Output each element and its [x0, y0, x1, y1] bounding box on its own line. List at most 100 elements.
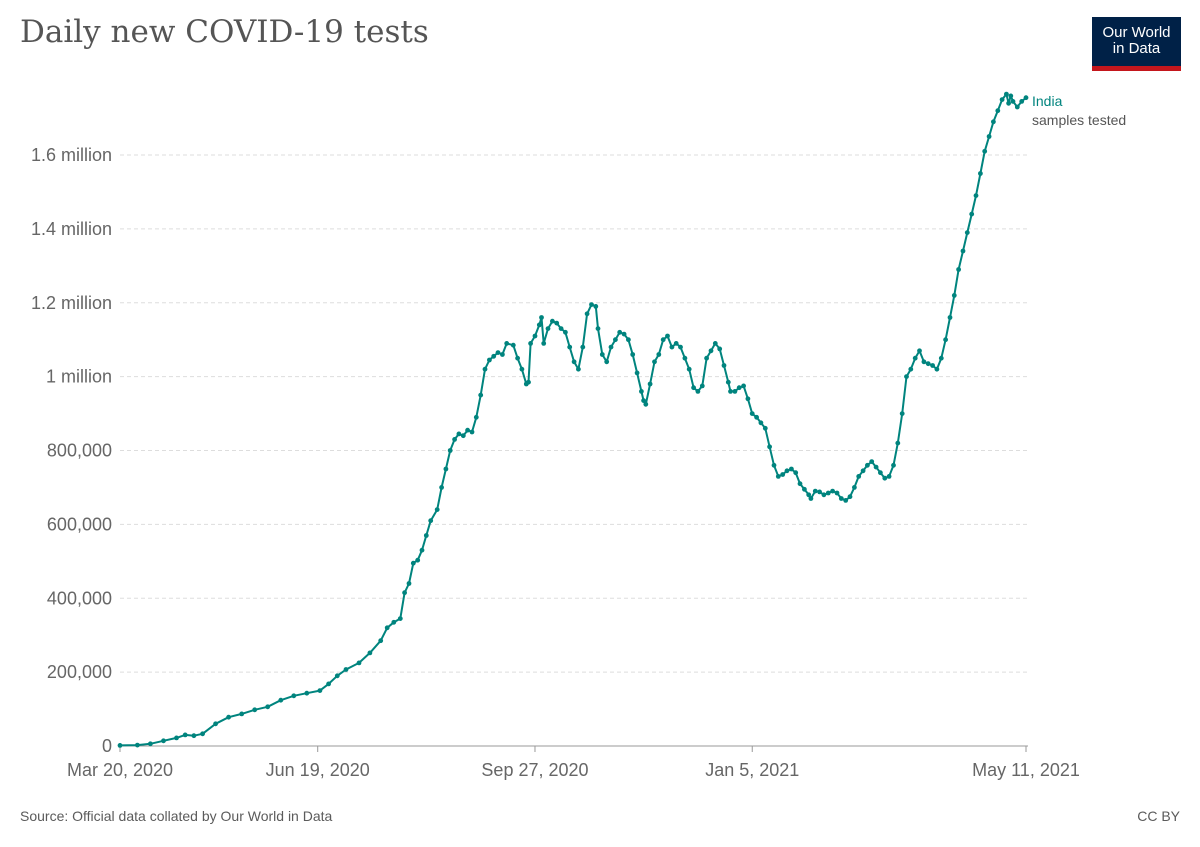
data-point[interactable]	[226, 714, 232, 720]
data-point[interactable]	[771, 462, 777, 468]
data-point[interactable]	[200, 731, 206, 737]
data-point[interactable]	[532, 333, 538, 339]
data-point[interactable]	[460, 433, 466, 439]
data-point[interactable]	[665, 333, 670, 339]
data-point[interactable]	[482, 366, 488, 372]
data-point[interactable]	[621, 331, 627, 337]
data-point[interactable]	[856, 474, 862, 479]
data-point[interactable]	[608, 344, 614, 350]
data-point[interactable]	[576, 366, 581, 372]
data-point[interactable]	[613, 337, 618, 343]
data-point[interactable]	[563, 329, 568, 335]
data-point[interactable]	[669, 344, 675, 350]
data-point[interactable]	[491, 353, 497, 359]
data-point[interactable]	[708, 348, 714, 354]
data-point[interactable]	[995, 108, 1001, 114]
data-point[interactable]	[830, 488, 835, 494]
data-point[interactable]	[982, 148, 988, 154]
data-point[interactable]	[999, 97, 1005, 102]
data-point[interactable]	[947, 315, 953, 320]
data-point[interactable]	[741, 383, 746, 389]
data-point[interactable]	[589, 302, 594, 307]
data-point[interactable]	[865, 462, 870, 468]
data-point[interactable]	[510, 342, 516, 348]
data-point[interactable]	[899, 411, 905, 416]
data-point[interactable]	[673, 341, 679, 346]
data-point[interactable]	[117, 743, 123, 748]
data-point[interactable]	[869, 459, 875, 464]
data-point[interactable]	[554, 320, 560, 326]
data-point[interactable]	[528, 341, 533, 346]
data-point[interactable]	[712, 341, 718, 346]
data-point[interactable]	[634, 370, 640, 376]
data-point[interactable]	[749, 411, 755, 416]
data-point[interactable]	[1014, 104, 1020, 110]
data-point[interactable]	[536, 322, 542, 328]
data-point[interactable]	[367, 650, 373, 656]
data-point[interactable]	[960, 248, 966, 254]
data-point[interactable]	[639, 389, 644, 394]
data-point[interactable]	[558, 326, 564, 331]
data-point[interactable]	[643, 401, 649, 407]
data-point[interactable]	[656, 352, 662, 357]
data-point[interactable]	[964, 230, 970, 236]
data-point[interactable]	[443, 466, 449, 472]
data-point[interactable]	[852, 485, 857, 490]
series-label-india[interactable]: India	[1032, 93, 1063, 109]
data-point[interactable]	[630, 352, 636, 357]
data-point[interactable]	[895, 440, 901, 446]
data-point[interactable]	[593, 304, 599, 309]
data-point[interactable]	[802, 486, 807, 492]
data-point[interactable]	[834, 490, 840, 496]
data-point[interactable]	[1023, 95, 1029, 101]
data-point[interactable]	[495, 350, 501, 355]
data-point[interactable]	[434, 507, 440, 512]
data-point[interactable]	[278, 697, 284, 703]
data-point[interactable]	[647, 381, 653, 387]
data-point[interactable]	[356, 660, 362, 666]
data-point[interactable]	[736, 385, 742, 391]
owid-logo[interactable]: Our World in Data	[1092, 17, 1181, 71]
data-point[interactable]	[419, 547, 425, 553]
data-point[interactable]	[678, 344, 683, 350]
data-point[interactable]	[978, 171, 983, 176]
data-point[interactable]	[754, 414, 759, 420]
data-point[interactable]	[986, 134, 992, 139]
data-point[interactable]	[384, 625, 390, 631]
data-point[interactable]	[599, 352, 605, 357]
data-point[interactable]	[789, 466, 794, 472]
data-point[interactable]	[973, 193, 979, 199]
data-point[interactable]	[191, 733, 197, 739]
data-point[interactable]	[891, 462, 896, 468]
data-point[interactable]	[1006, 100, 1011, 106]
data-point[interactable]	[1010, 99, 1016, 104]
data-point[interactable]	[808, 496, 814, 501]
data-point[interactable]	[767, 444, 772, 450]
data-point[interactable]	[378, 638, 384, 644]
data-point[interactable]	[580, 344, 586, 350]
data-point[interactable]	[550, 318, 555, 324]
data-point[interactable]	[213, 721, 219, 727]
data-point[interactable]	[584, 311, 590, 317]
data-point[interactable]	[806, 492, 812, 498]
data-point[interactable]	[519, 366, 525, 372]
data-point[interactable]	[595, 326, 601, 331]
data-point[interactable]	[882, 475, 888, 481]
data-point[interactable]	[252, 707, 258, 713]
license-link[interactable]: CC BY	[1137, 808, 1180, 824]
data-point[interactable]	[148, 741, 153, 747]
data-point[interactable]	[526, 379, 531, 385]
data-point[interactable]	[938, 355, 944, 361]
data-point[interactable]	[487, 357, 492, 363]
data-point[interactable]	[695, 389, 701, 394]
data-point[interactable]	[391, 619, 397, 625]
data-point[interactable]	[691, 385, 696, 391]
data-point[interactable]	[878, 470, 883, 476]
data-point[interactable]	[1019, 99, 1025, 104]
data-point[interactable]	[762, 425, 768, 431]
data-point[interactable]	[626, 337, 631, 343]
data-point[interactable]	[402, 590, 407, 596]
data-point[interactable]	[725, 379, 731, 385]
data-point[interactable]	[660, 337, 666, 343]
